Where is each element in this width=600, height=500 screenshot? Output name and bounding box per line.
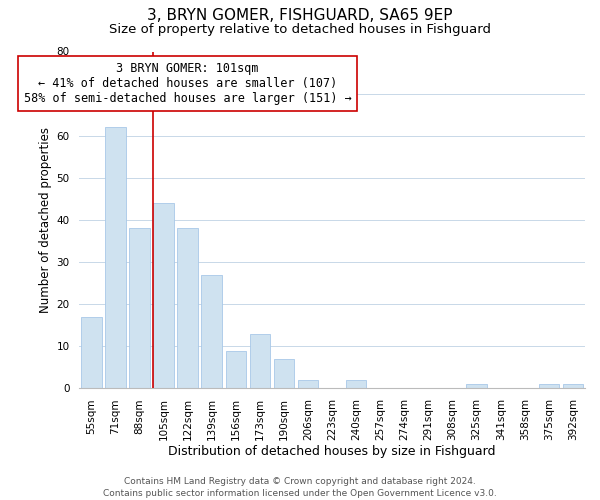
Bar: [129, 228, 149, 388]
Text: Contains HM Land Registry data © Crown copyright and database right 2024.
Contai: Contains HM Land Registry data © Crown c…: [103, 476, 497, 498]
Bar: [563, 384, 583, 388]
Bar: [226, 350, 246, 389]
Bar: [466, 384, 487, 388]
Bar: [346, 380, 367, 388]
Bar: [298, 380, 318, 388]
Bar: [178, 228, 198, 388]
X-axis label: Distribution of detached houses by size in Fishguard: Distribution of detached houses by size …: [169, 444, 496, 458]
Text: Size of property relative to detached houses in Fishguard: Size of property relative to detached ho…: [109, 22, 491, 36]
Text: 3, BRYN GOMER, FISHGUARD, SA65 9EP: 3, BRYN GOMER, FISHGUARD, SA65 9EP: [147, 8, 453, 22]
Text: 3 BRYN GOMER: 101sqm
← 41% of detached houses are smaller (107)
58% of semi-deta: 3 BRYN GOMER: 101sqm ← 41% of detached h…: [24, 62, 352, 105]
Bar: [250, 334, 270, 388]
Bar: [81, 317, 101, 388]
Bar: [274, 359, 294, 388]
Bar: [105, 128, 125, 388]
Bar: [153, 203, 174, 388]
Y-axis label: Number of detached properties: Number of detached properties: [39, 127, 52, 313]
Bar: [202, 275, 222, 388]
Bar: [539, 384, 559, 388]
